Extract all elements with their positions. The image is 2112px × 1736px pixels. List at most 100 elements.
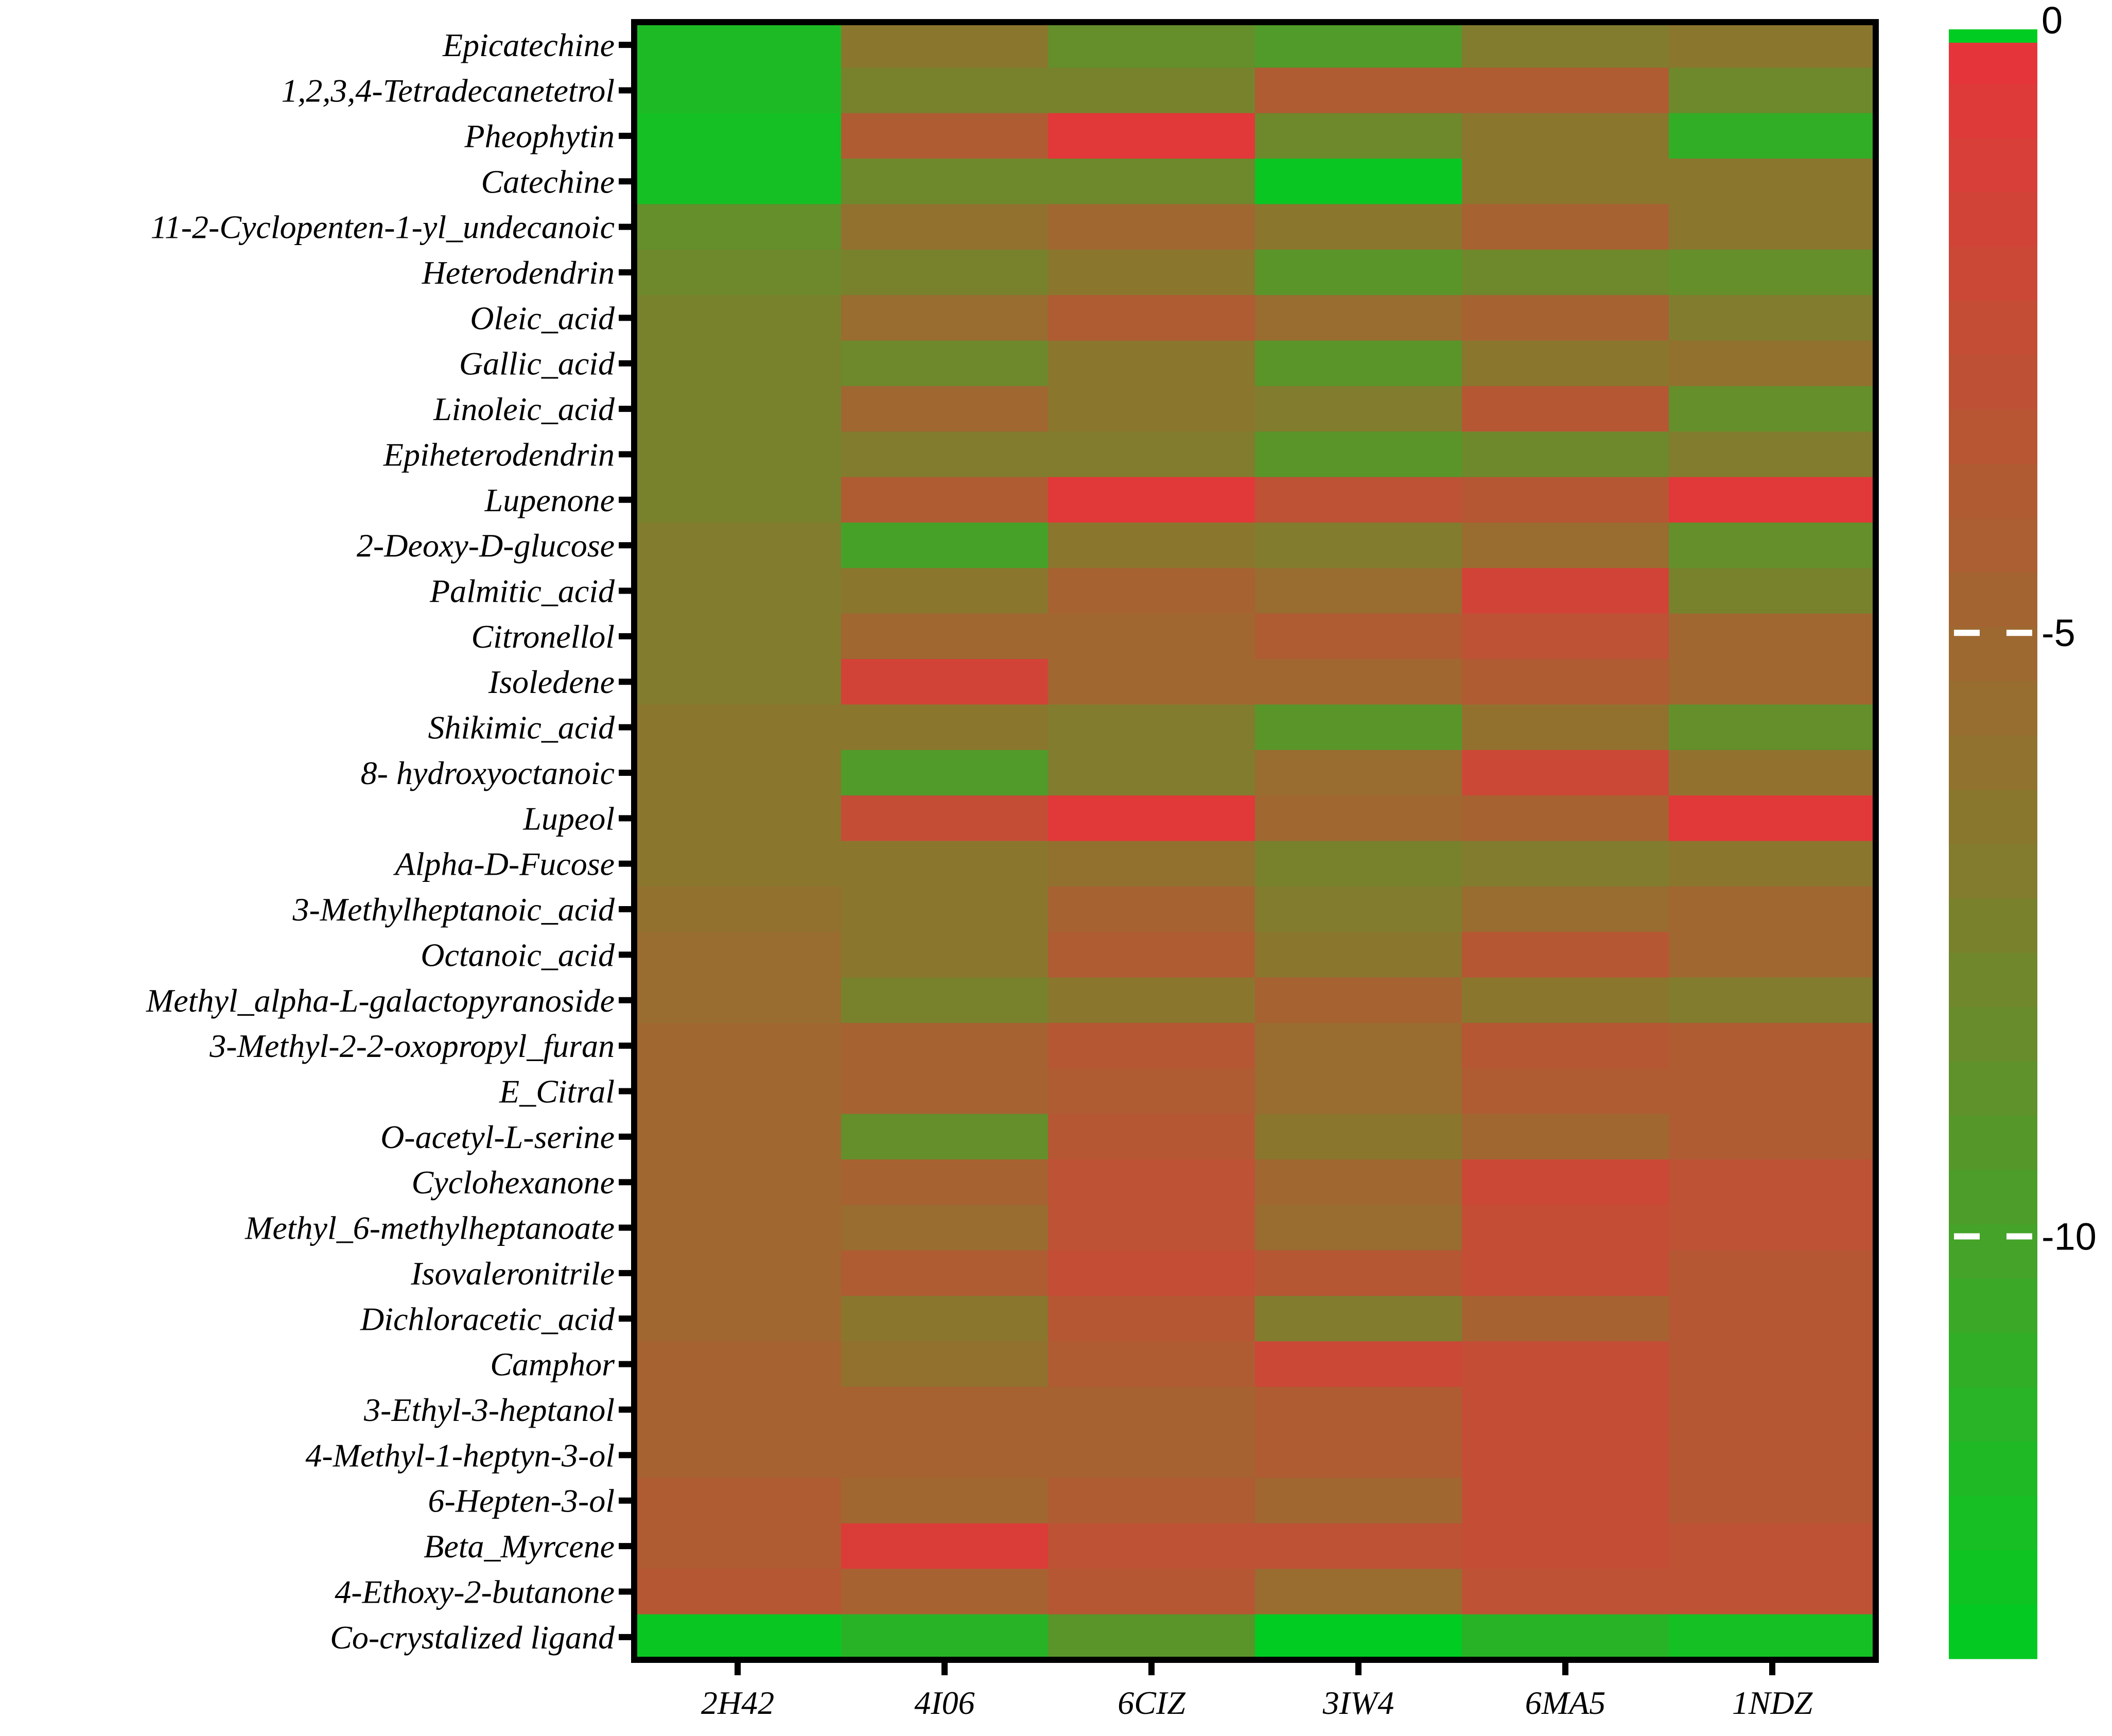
heatmap-cell — [1462, 1159, 1669, 1205]
heatmap-cell — [1462, 1250, 1669, 1296]
heatmap-cell — [1255, 932, 1462, 978]
heatmap-cell — [841, 67, 1049, 114]
heatmap-cell — [841, 431, 1049, 478]
heatmap-cell — [1462, 932, 1669, 978]
heatmap-cell — [1462, 750, 1669, 796]
heatmap-cell — [634, 22, 842, 68]
heatmap-cell — [1048, 886, 1255, 932]
heatmap-cell — [1255, 1159, 1462, 1205]
heatmap-cell — [1048, 1022, 1255, 1069]
column-label: 4I06 — [914, 1685, 974, 1721]
heatmap-cell — [1462, 1569, 1669, 1615]
colorbar-segment — [1949, 1496, 2037, 1551]
heatmap-cell — [1669, 249, 1876, 296]
heatmap-cell — [1048, 568, 1255, 614]
heatmap-cell — [634, 1569, 842, 1615]
heatmap-cell — [1669, 67, 1876, 114]
heatmap-cell — [1255, 477, 1462, 523]
heatmap-cell — [1462, 159, 1669, 205]
heatmap-cell — [1462, 204, 1669, 250]
heatmap-cell — [1255, 1523, 1462, 1569]
row-label: Methyl_6-methylheptanoate — [245, 1210, 615, 1246]
heatmap-cell — [1669, 386, 1876, 432]
column-label: 2H42 — [701, 1685, 774, 1721]
heatmap-cell — [1462, 22, 1669, 68]
heatmap-cell — [1669, 1523, 1876, 1569]
heatmap-cell — [1048, 67, 1255, 114]
heatmap-cell — [1669, 1386, 1876, 1433]
heatmap-cell — [1462, 704, 1669, 751]
heatmap-cell — [841, 1296, 1049, 1342]
heatmap-cell — [634, 386, 842, 432]
heatmap-cell — [634, 1022, 842, 1069]
heatmap-cell — [841, 613, 1049, 659]
colorbar-segment — [1949, 464, 2037, 519]
plot-frame — [631, 19, 1879, 1663]
heatmap-cell — [634, 340, 842, 387]
heatmap-cell — [1462, 1523, 1669, 1569]
heatmap-cell — [1048, 1569, 1255, 1615]
row-label: Linoleic_acid — [433, 391, 615, 427]
heatmap-cell — [1255, 386, 1462, 432]
heatmap-cell — [1462, 477, 1669, 523]
heatmap-cell — [634, 795, 842, 842]
heatmap-cell — [1462, 1205, 1669, 1251]
row-label: Cyclohexanone — [412, 1164, 615, 1201]
colorbar-top-cap — [1949, 29, 2037, 43]
heatmap-cell — [1048, 977, 1255, 1023]
heatmap-cell — [1048, 22, 1255, 68]
heatmap-cell — [841, 1022, 1049, 1069]
heatmap-cell — [841, 1205, 1049, 1251]
heatmap-cell — [1462, 795, 1669, 842]
heatmap-cell — [841, 795, 1049, 842]
heatmap-cell — [1048, 113, 1255, 159]
heatmap-cell — [634, 159, 842, 205]
heatmap-cell — [1255, 568, 1462, 614]
heatmap-cell — [1048, 1159, 1255, 1205]
heatmap-cell — [841, 340, 1049, 387]
heatmap-cell — [1255, 1068, 1462, 1115]
heatmap-cell — [1255, 1478, 1462, 1524]
heatmap-cell — [1255, 431, 1462, 478]
colorbar-segment — [1949, 247, 2037, 302]
heatmap-cell — [634, 977, 842, 1023]
heatmap-cell — [634, 1068, 842, 1115]
heatmap-cell — [1048, 841, 1255, 887]
heatmap-cell — [1048, 1386, 1255, 1433]
heatmap-cell — [841, 1250, 1049, 1296]
heatmap-cell — [1048, 1432, 1255, 1479]
heatmap-cell — [634, 204, 842, 250]
row-labels: Epicatechine 1,2,3,4-Tetradecanetetrol Phe… — [146, 27, 634, 1656]
heatmap-cell — [1255, 204, 1462, 250]
heatmap-cell — [1048, 1250, 1255, 1296]
heatmap-cell — [841, 22, 1049, 68]
row-label: 11-2-Cyclopenten-1-yl_undecanoic — [150, 209, 615, 246]
colorbar-segment — [1949, 138, 2037, 193]
heatmap-cell — [634, 249, 842, 296]
heatmap-cell — [634, 1159, 842, 1205]
colorbar-segment — [1949, 409, 2037, 464]
heatmap-cell — [634, 67, 842, 114]
heatmap-cell — [1255, 113, 1462, 159]
heatmap-cell — [1462, 1386, 1669, 1433]
heatmap-cell — [1255, 522, 1462, 568]
colorbar-tick-label: -5 — [2041, 612, 2075, 654]
colorbar-segment — [1949, 83, 2037, 138]
heatmap-cell — [1048, 431, 1255, 478]
heatmap-cell — [1462, 1068, 1669, 1115]
heatmap-cell — [1048, 1614, 1255, 1660]
heatmap-cell — [1669, 1068, 1876, 1115]
heatmap-cell — [1462, 1478, 1669, 1524]
heatmap-cell — [634, 886, 842, 932]
heatmap-cell — [1669, 1341, 1876, 1387]
heatmap-cell — [1669, 1022, 1876, 1069]
heatmap-cell — [634, 295, 842, 341]
heatmap-cell — [1048, 795, 1255, 842]
heatmap-cell — [1255, 1432, 1462, 1479]
row-label: Alpha-D-Fucose — [393, 846, 615, 882]
row-label: Lupenone — [484, 482, 615, 518]
heatmap-cell — [1255, 1022, 1462, 1069]
heatmap-cell — [841, 977, 1049, 1023]
row-label: 4-Methyl-1-heptyn-3-ol — [305, 1437, 615, 1473]
